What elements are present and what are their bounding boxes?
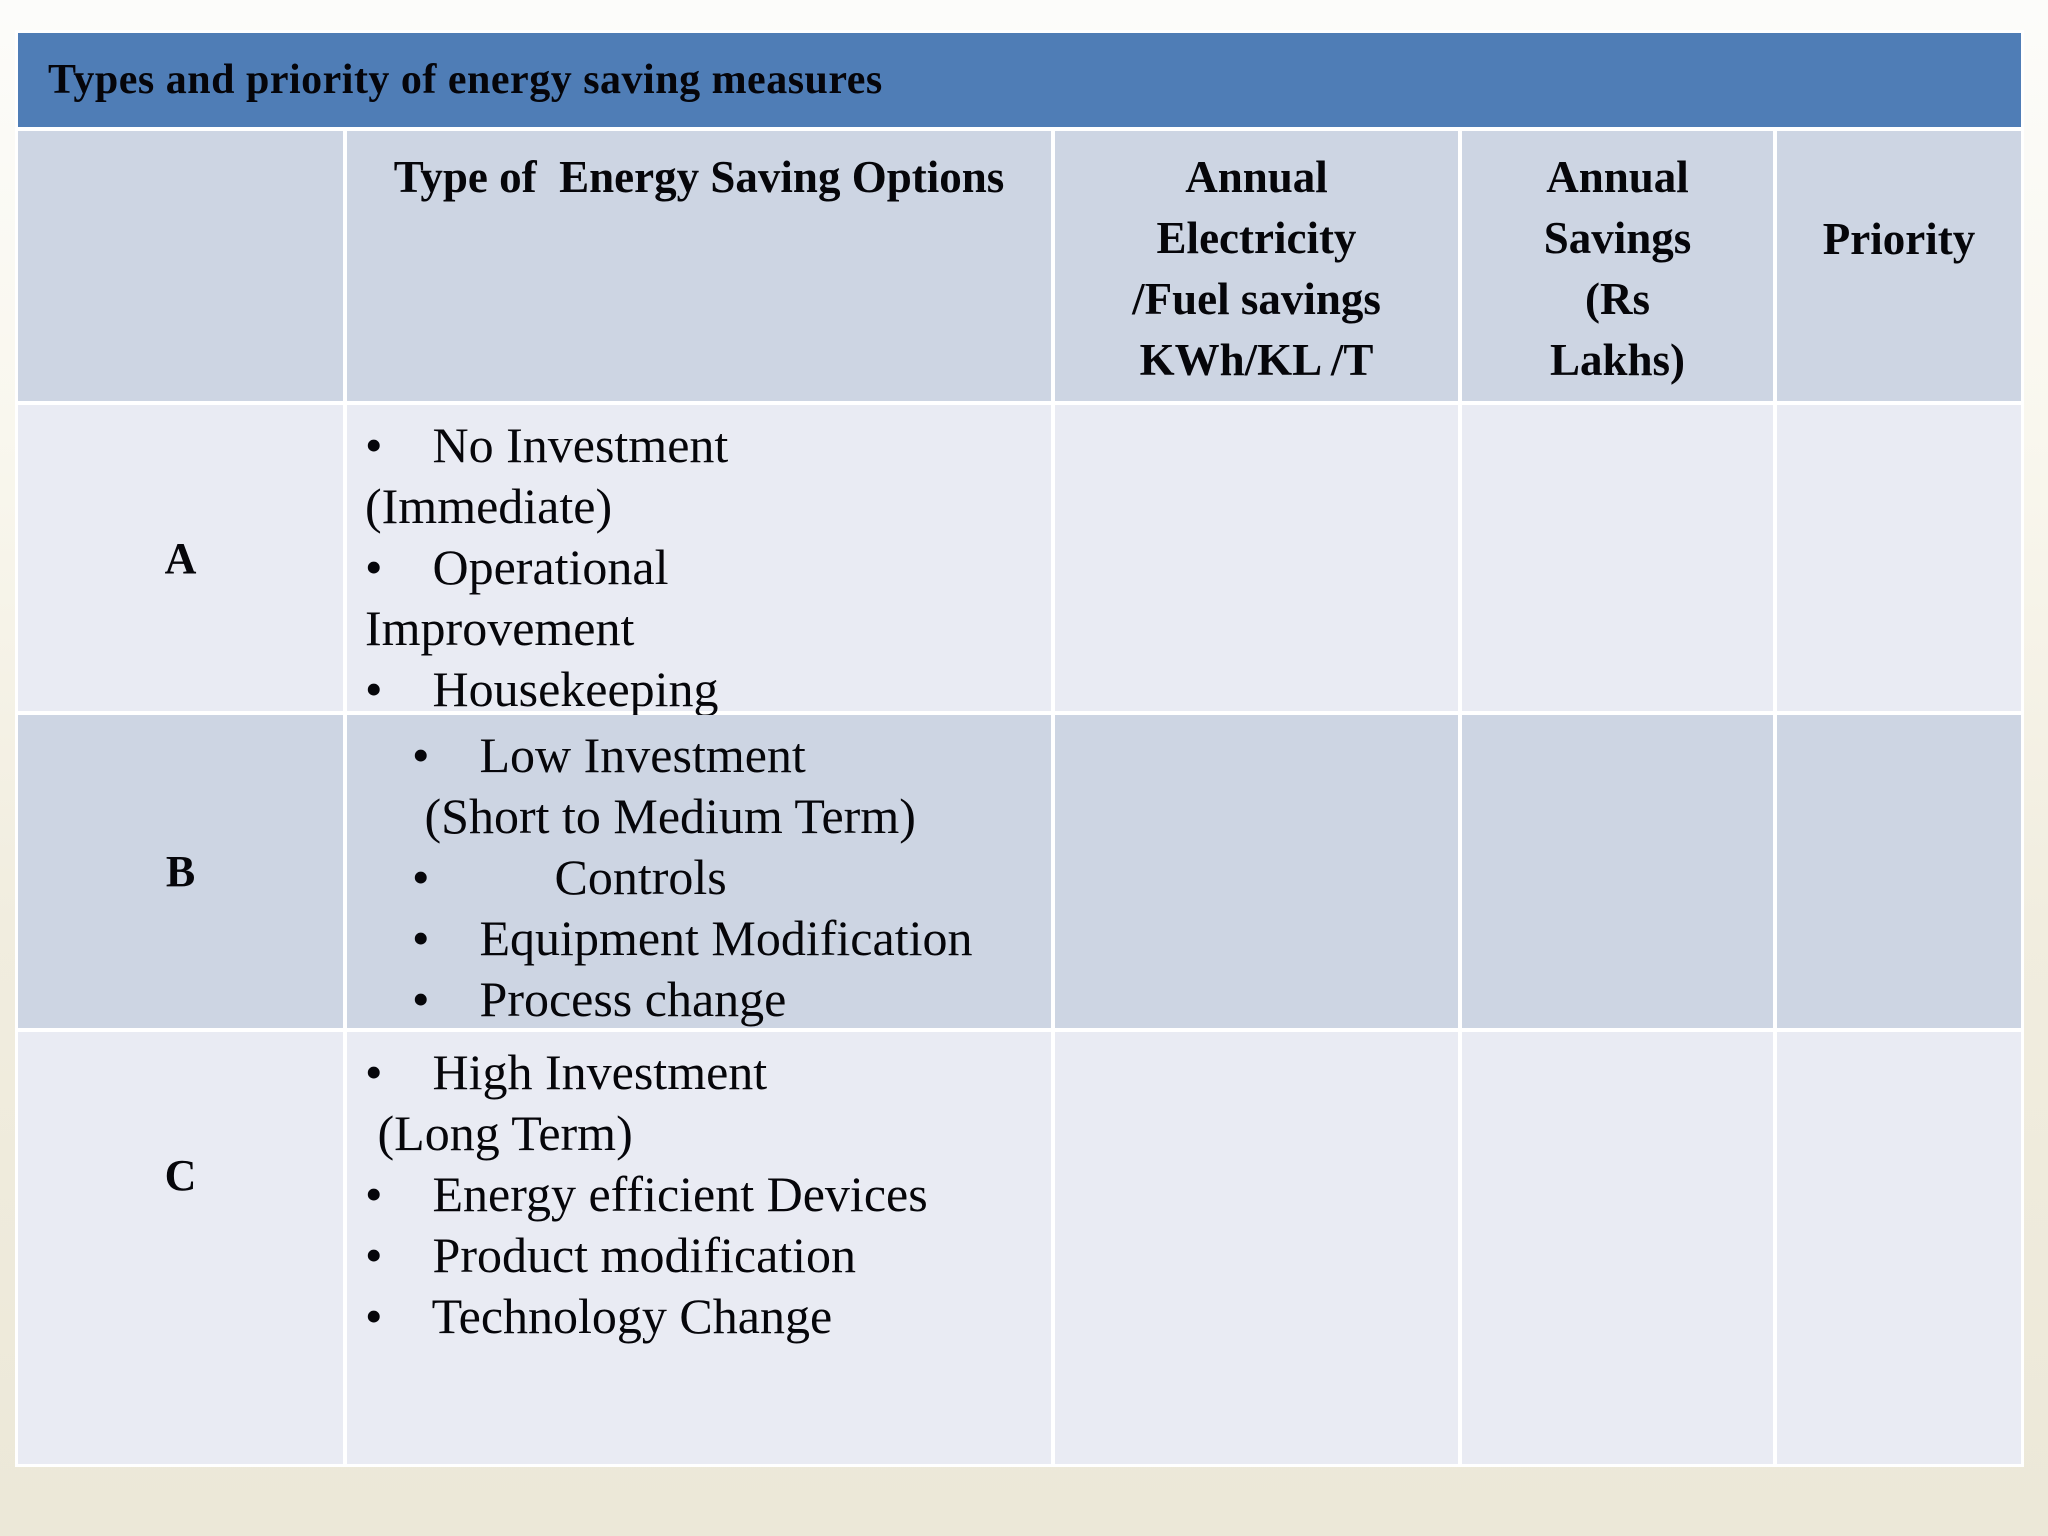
energy-measures-table: Types and priority of energy saving meas… <box>15 30 2024 1467</box>
header-priority: Priority <box>1777 131 2021 401</box>
row-a-options: • No Investment (Immediate) • Operationa… <box>347 405 1051 717</box>
row-c-electricity-cell <box>1055 1032 1458 1464</box>
header-options: Type of Energy Saving Options <box>347 131 1051 401</box>
row-b-electricity-cell <box>1055 715 1458 1028</box>
row-a-savings-cell <box>1462 405 1773 711</box>
row-c-options: • High Investment (Long Term) • Energy e… <box>347 1032 1051 1464</box>
row-a-label: A <box>18 405 343 711</box>
row-c-label: C <box>18 1032 343 1464</box>
row-b-label: B <box>18 715 343 1028</box>
table-title: Types and priority of energy saving meas… <box>48 57 883 103</box>
row-c-priority-cell <box>1777 1032 2021 1464</box>
header-corner-cell <box>18 131 343 401</box>
header-annual-savings: Annual Savings (Rs Lakhs) <box>1462 131 1773 401</box>
header-electricity-fuel-savings: Annual Electricity /Fuel savings KWh/KL … <box>1055 131 1458 401</box>
row-a-electricity-cell <box>1055 405 1458 711</box>
row-a-priority-cell <box>1777 405 2021 711</box>
row-b-priority-cell <box>1777 715 2021 1028</box>
row-c-savings-cell <box>1462 1032 1773 1464</box>
table-title-bar: Types and priority of energy saving meas… <box>18 33 2021 127</box>
row-b-savings-cell <box>1462 715 1773 1028</box>
row-b-options: • Low Investment (Short to Medium Term) … <box>347 715 1051 1028</box>
